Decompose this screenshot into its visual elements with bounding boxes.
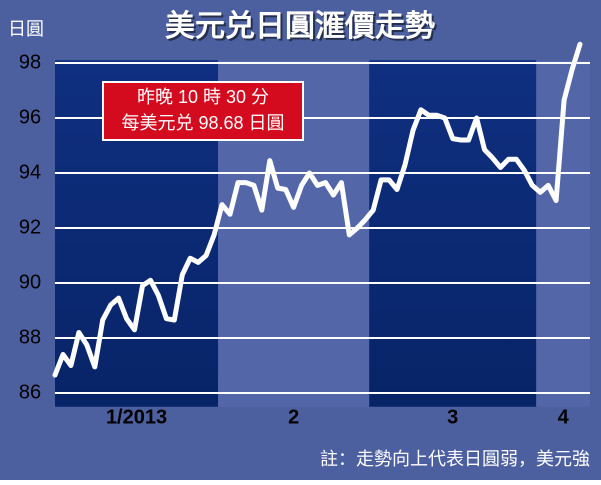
x-tick-label: 4 [558,406,570,428]
x-tick-label: 3 [447,406,458,428]
y-tick-label: 92 [19,216,41,238]
y-axis-label: 日圓 [8,19,44,39]
y-tick-label: 88 [19,326,41,348]
y-tick-label: 90 [19,271,41,293]
chart-title: 美元兑日圓滙價走勢 [165,9,435,43]
y-tick-label: 96 [19,106,41,128]
price-line [52,41,583,378]
footnote: 註：走勢向上代表日圓弱，美元強 [320,449,590,469]
month-band [369,60,537,407]
y-tick-label: 94 [19,161,41,183]
annotation: 昨晚 10 時 30 分 [137,87,269,107]
x-tick-label: 1/2013 [106,406,167,428]
chart-title-shadow: 美元兑日圓滙價走勢 [167,11,437,45]
x-tick-label: 2 [288,406,299,428]
annotation-box [102,81,304,141]
y-tick-label: 98 [19,51,41,73]
y-tick-label: 86 [19,381,41,403]
annotation: 每美元兑 98.68 日圓 [121,113,284,133]
